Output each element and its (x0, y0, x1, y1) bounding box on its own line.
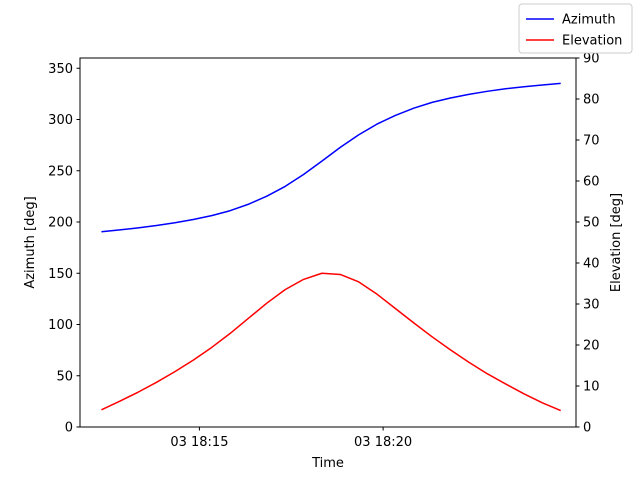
series-line-azimuth (101, 82, 561, 233)
left-axis-tick-label: 0 (65, 421, 73, 436)
legend-label-azimuth: Azimuth (562, 13, 616, 28)
right-axis-tick-label: 70 (583, 134, 600, 149)
legend-label-elevation: Elevation (562, 34, 622, 49)
left-axis-title: Azimuth [deg] (23, 196, 38, 288)
left-axis-tick-label: 50 (56, 369, 73, 384)
left-axis-tick-label: 200 (48, 216, 73, 231)
x-axis-title: Time (311, 456, 344, 471)
right-axis-tick-label: 50 (583, 216, 600, 231)
right-axis-title: Elevation [deg] (609, 193, 624, 292)
right-axis-tick-label: 10 (583, 380, 600, 395)
right-axis-tick-label: 20 (583, 339, 600, 354)
series-line-elevation (101, 272, 561, 412)
left-axis-tick-label: 150 (48, 267, 73, 282)
series-layer (101, 82, 561, 412)
x-axis-tick-label: 03 18:20 (354, 435, 412, 450)
right-axis-tick-label: 0 (583, 421, 591, 436)
legend: Azimuth Elevation (518, 3, 633, 54)
ticks-layer: 0 50 100 150 200 250 300 350 0 10 20 30 40 50 60 70 80 90… (48, 52, 599, 451)
left-axis-tick-label: 250 (48, 164, 73, 179)
right-axis-tick-label: 60 (583, 175, 600, 190)
left-axis-tick-label: 300 (48, 113, 73, 128)
right-axis-tick-label: 80 (583, 93, 600, 108)
right-axis-tick-label: 40 (583, 257, 600, 272)
right-axis-tick-label: 30 (583, 298, 600, 313)
right-axis-tick-label: 90 (583, 52, 600, 67)
left-axis-tick-label: 350 (48, 62, 73, 77)
left-axis-tick-label: 100 (48, 318, 73, 333)
x-axis-tick-label: 03 18:15 (170, 435, 228, 450)
plot-frame (79, 57, 577, 428)
